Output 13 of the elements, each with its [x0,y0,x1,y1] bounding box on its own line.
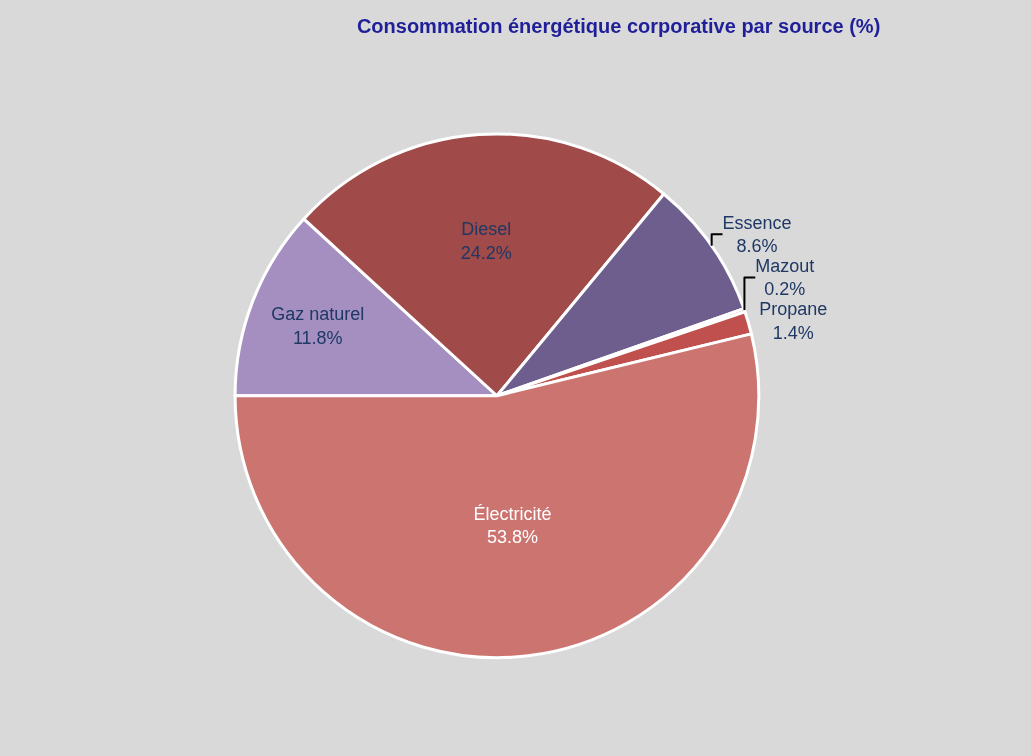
slice-label: Mazout [755,255,815,276]
data-label: 11.8% [292,327,343,348]
slice-label: Diesel [461,219,512,240]
data-label: 53.8% [487,527,539,548]
slice-label: Propane [759,299,828,320]
slice-label: Gaz naturel [271,304,365,325]
data-label: 24.2% [460,242,512,263]
data-label: 8.6% [736,235,778,256]
data-label: 0.2% [764,279,806,300]
slice-label: Essence [722,212,792,233]
chart-title: Consommation énergétique corporative par source (%) [356,14,881,37]
data-label: 1.4% [772,322,814,343]
slice-label: Électricité [473,504,552,525]
